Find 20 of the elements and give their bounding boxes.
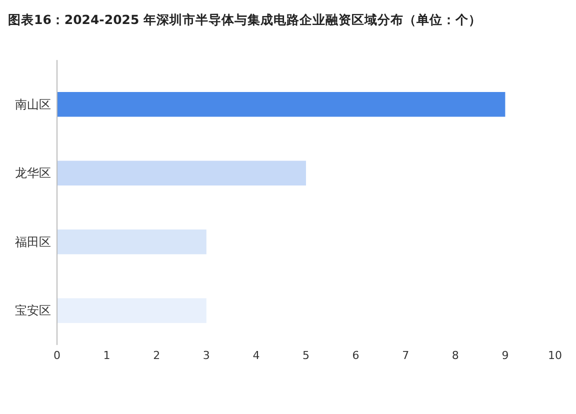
y-tick-label: 龙华区 <box>15 166 51 180</box>
y-tick-label: 南山区 <box>15 97 51 112</box>
x-tick-label: 8 <box>452 349 459 362</box>
bar <box>57 298 206 323</box>
x-tick-label: 9 <box>502 349 509 362</box>
bar <box>57 160 306 186</box>
x-tick-label: 5 <box>302 349 310 362</box>
bar <box>57 92 506 117</box>
x-tick-label: 7 <box>402 349 410 362</box>
x-tick-label: 2 <box>153 349 160 362</box>
x-tick-label: 0 <box>54 349 60 362</box>
x-tick-label: 10 <box>548 349 562 362</box>
y-tick-label: 福田区 <box>15 234 51 249</box>
x-tick-label: 6 <box>352 349 360 362</box>
chart-title: 图表16：2024-2025 年深圳市半导体与集成电路企业融资区域分布（单位：个） <box>8 12 482 27</box>
x-tick-label: 3 <box>202 349 210 362</box>
y-tick-label: 宝安区 <box>15 304 51 318</box>
x-tick-label: 4 <box>252 349 260 362</box>
bar <box>57 230 206 254</box>
x-tick-label: 1 <box>103 349 110 362</box>
